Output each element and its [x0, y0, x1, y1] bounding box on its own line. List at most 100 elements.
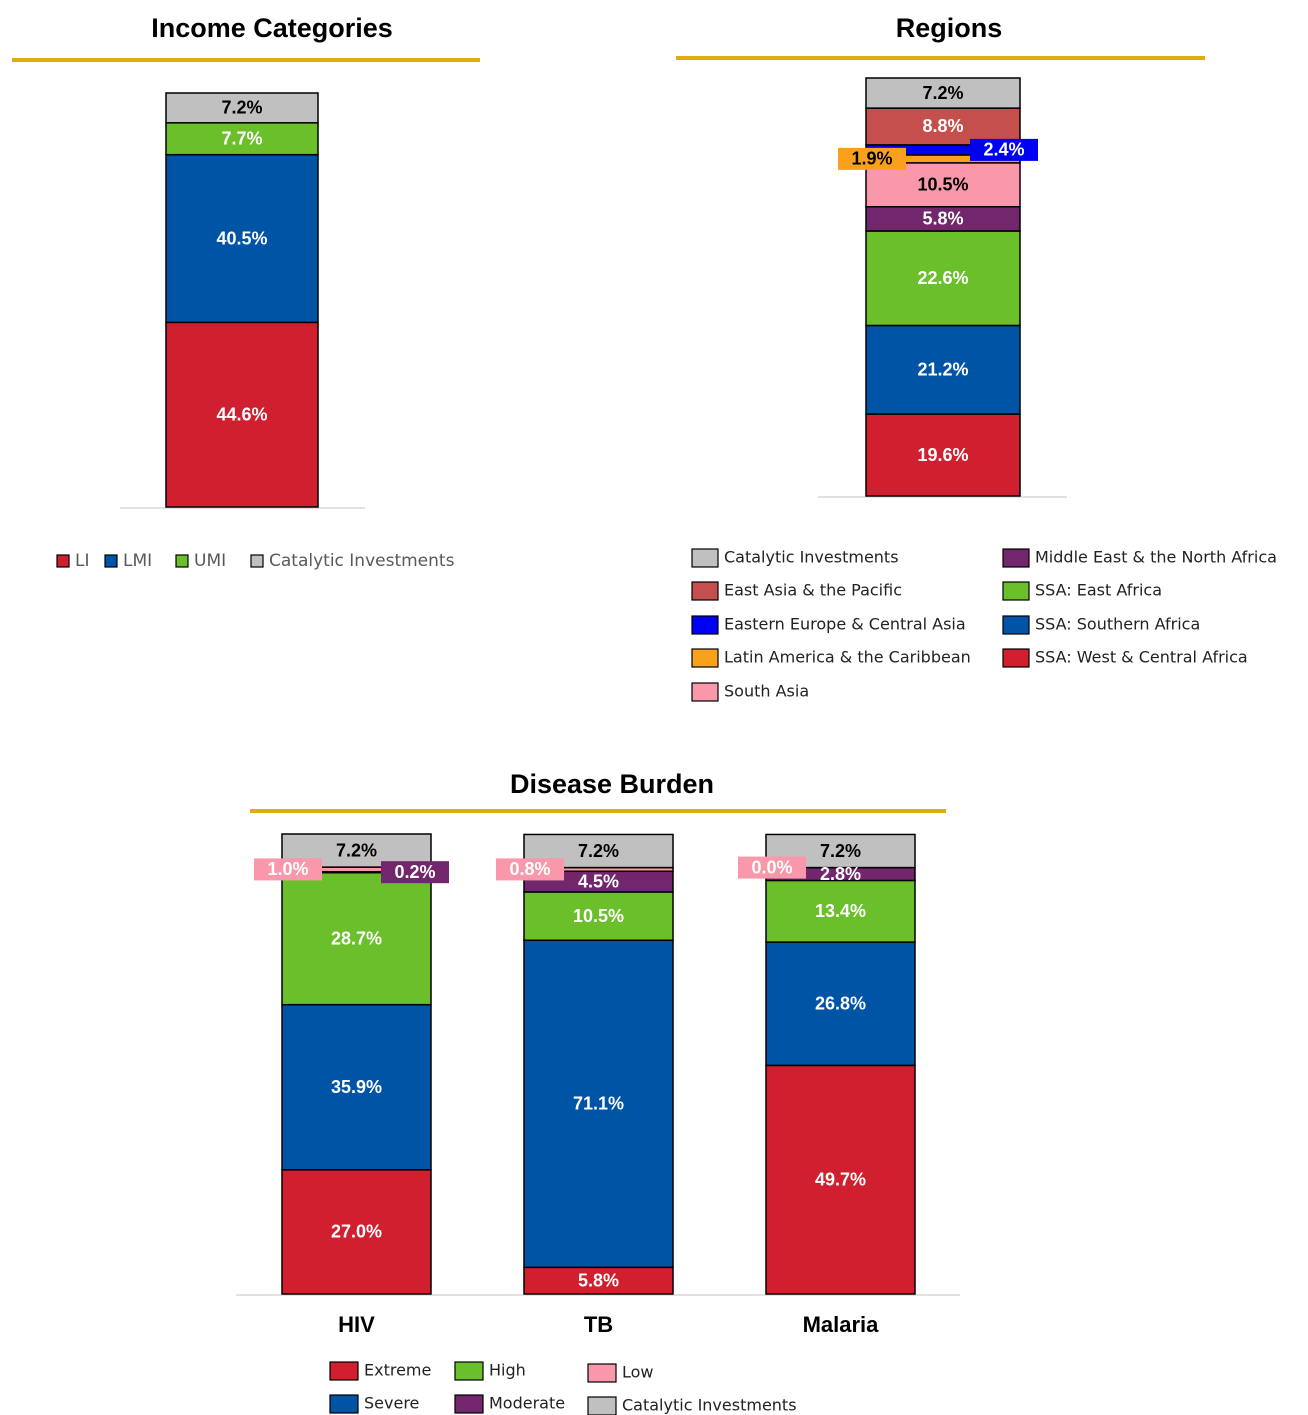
- legend-label: Latin America & the Caribbean: [724, 648, 971, 667]
- legend-label: LMI: [123, 551, 152, 571]
- value-label: 10.5%: [917, 175, 968, 195]
- value-label: 2.4%: [983, 140, 1024, 160]
- label-box: [970, 138, 1038, 161]
- bar-segment: [865, 107, 1021, 146]
- value-label: 4.5%: [578, 871, 619, 891]
- value-label: 27.0%: [331, 1222, 382, 1242]
- value-label: 1.0%: [267, 859, 308, 879]
- value-label: 7.7%: [221, 128, 262, 148]
- bar-segment: [523, 1266, 674, 1295]
- category-label: Malaria: [803, 1312, 880, 1337]
- label-box: [838, 147, 906, 170]
- value-label: 10.5%: [573, 906, 624, 926]
- value-label: 49.7%: [815, 1169, 866, 1189]
- bar-segment: [865, 77, 1021, 109]
- label-box: [738, 856, 806, 879]
- category-label: TB: [584, 1312, 613, 1337]
- legend-label: Catalytic Investments: [724, 548, 899, 567]
- bar-segment: [281, 1169, 432, 1295]
- bar-segment: [865, 205, 1021, 232]
- value-label: 26.8%: [815, 993, 866, 1013]
- value-label: 44.6%: [216, 404, 267, 424]
- value-label: 22.6%: [917, 268, 968, 288]
- label-box: [381, 861, 449, 884]
- bar-segment: [165, 321, 319, 508]
- value-label: 13.4%: [815, 901, 866, 921]
- legend-label: Catalytic Investments: [269, 551, 455, 571]
- bar-segment: [865, 230, 1021, 327]
- legend-swatch: [56, 554, 70, 568]
- value-label: 19.6%: [917, 445, 968, 465]
- value-label: 35.9%: [331, 1077, 382, 1097]
- bar-segment: [865, 413, 1021, 497]
- legend-swatch: [587, 1363, 617, 1383]
- value-label: 0.2%: [394, 862, 435, 882]
- legend-swatch: [329, 1361, 359, 1381]
- legend-swatch: [329, 1394, 359, 1414]
- legend-label: High: [489, 1361, 526, 1380]
- bar-segment: [865, 162, 1021, 208]
- bar-segment: [765, 941, 916, 1067]
- legend-label: South Asia: [724, 682, 809, 701]
- legend-swatch: [454, 1361, 484, 1381]
- legend-swatch: [175, 554, 189, 568]
- legend-swatch: [1002, 581, 1030, 601]
- value-label: 7.2%: [336, 840, 377, 860]
- legend-swatch: [691, 581, 719, 601]
- bar-segment: [765, 1064, 916, 1295]
- chart-title: Disease Burden: [510, 769, 714, 799]
- value-label: 40.5%: [216, 228, 267, 248]
- bar-segment: [865, 324, 1021, 415]
- bar-segment: [281, 871, 432, 1006]
- legend-label: SSA: West & Central Africa: [1035, 648, 1248, 667]
- legend-swatch: [691, 682, 719, 702]
- value-label: 21.2%: [917, 360, 968, 380]
- legend-swatch: [691, 615, 719, 635]
- bar-segment: [165, 92, 319, 124]
- legend-label: Moderate: [489, 1394, 565, 1413]
- legend-label: East Asia & the Pacific: [724, 581, 902, 600]
- legend-swatch: [587, 1396, 617, 1415]
- legend-label: Catalytic Investments: [622, 1396, 797, 1415]
- value-label: 7.2%: [221, 98, 262, 118]
- legend-label: Low: [622, 1363, 654, 1382]
- legend-swatch: [691, 548, 719, 568]
- value-label: 5.8%: [578, 1270, 619, 1290]
- value-label: 71.1%: [573, 1094, 624, 1114]
- label-box: [254, 858, 322, 881]
- value-label: 5.8%: [922, 209, 963, 229]
- value-label: 8.8%: [922, 116, 963, 136]
- legend-swatch: [691, 648, 719, 668]
- legend-swatch: [454, 1394, 484, 1414]
- legend-swatch: [250, 554, 264, 568]
- chart-title: Income Categories: [151, 13, 393, 43]
- legend-label: Extreme: [364, 1361, 431, 1380]
- value-label: 2.8%: [820, 864, 861, 884]
- bar-segment: [523, 891, 674, 942]
- value-label: 7.2%: [820, 841, 861, 861]
- legend-label: Middle East & the North Africa: [1035, 548, 1277, 567]
- chart-title: Regions: [896, 13, 1003, 43]
- legend-label: LI: [75, 551, 90, 571]
- label-box: [496, 858, 564, 881]
- value-label: 7.2%: [922, 83, 963, 103]
- legend-label: Severe: [364, 1394, 419, 1413]
- bar-segment: [281, 1003, 432, 1171]
- value-label: 7.2%: [578, 841, 619, 861]
- legend-label: Eastern Europe & Central Asia: [724, 615, 966, 634]
- legend-swatch: [104, 554, 118, 568]
- legend-label: SSA: East Africa: [1035, 581, 1162, 600]
- legend-swatch: [1002, 648, 1030, 668]
- value-label: 0.8%: [509, 859, 550, 879]
- legend-label: UMI: [194, 551, 226, 571]
- value-label: 28.7%: [331, 928, 382, 948]
- legend-label: SSA: Southern Africa: [1035, 615, 1200, 634]
- category-label: HIV: [338, 1312, 375, 1337]
- bar-segment: [765, 879, 916, 943]
- legend-swatch: [1002, 615, 1030, 635]
- value-label: 0.0%: [751, 857, 792, 877]
- bar-segment: [165, 122, 319, 156]
- legend-swatch: [1002, 548, 1030, 568]
- bar-segment: [523, 939, 674, 1269]
